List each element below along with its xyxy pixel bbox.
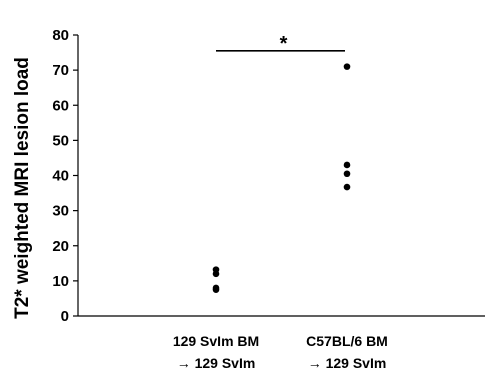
x-category-labels: 129 SvIm BM → 129 SvIm C57BL/6 BM → 129 SvI… xyxy=(173,333,388,371)
data-point xyxy=(343,161,351,169)
data-point xyxy=(343,63,351,70)
y-ticks: 0 10 20 30 40 50 60 70 80 xyxy=(52,27,78,325)
significance-marker: * xyxy=(216,33,345,55)
y-axis-label: T2* weighted MRI lesion load xyxy=(12,57,33,319)
x-category-label-line2: → 129 SvIm xyxy=(308,355,387,371)
axes xyxy=(77,35,485,317)
x-category-label-line2: → 129 SvIm xyxy=(177,355,256,371)
data-points xyxy=(212,63,351,293)
data-point xyxy=(212,270,220,278)
data-point xyxy=(343,183,351,191)
x-category-label-line1: C57BL/6 BM xyxy=(306,333,388,349)
y-tick-label: 80 xyxy=(52,27,69,44)
y-tick-label: 40 xyxy=(52,168,69,185)
y-tick-label: 30 xyxy=(52,203,69,220)
data-point xyxy=(212,286,220,293)
data-point xyxy=(343,170,351,178)
y-tick-label: 60 xyxy=(52,97,69,114)
significance-label: * xyxy=(280,33,288,55)
y-tick-label: 20 xyxy=(52,238,69,255)
y-tick-label: 10 xyxy=(52,273,69,290)
x-category-label-line1: 129 SvIm BM xyxy=(173,333,259,349)
y-tick-label: 0 xyxy=(61,308,69,325)
y-tick-label: 50 xyxy=(52,132,69,149)
y-tick-label: 70 xyxy=(52,62,69,79)
